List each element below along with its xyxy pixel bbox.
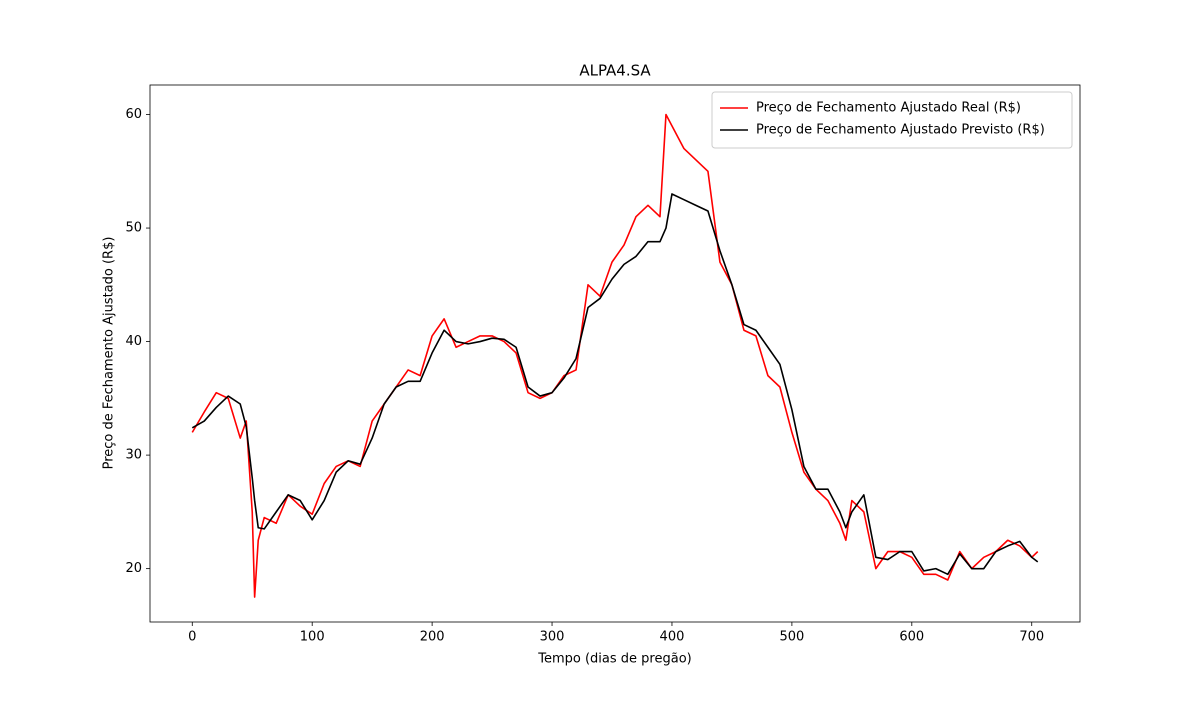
x-tick-label: 500 [779,630,804,645]
x-axis-label: Tempo (dias de pregão) [537,652,691,667]
x-tick-label: 300 [540,630,565,645]
plot-frame [149,84,1081,623]
y-tick-label: 30 [125,448,142,463]
x-tick-label: 200 [420,630,445,645]
legend-label: Preço de Fechamento Ajustado Previsto (R… [756,123,1045,138]
y-tick-label: 20 [125,561,142,576]
y-tick-label: 50 [125,221,142,236]
legend-box [711,91,1073,149]
legend: Preço de Fechamento Ajustado Real (R$) Pr… [711,91,1073,149]
y-tick-label: 40 [125,334,142,349]
x-tick-label: 600 [899,630,924,645]
line-series [191,193,1039,576]
x-tick-label: 100 [300,630,325,645]
line-series [191,113,1039,598]
x-tick-label: 700 [1019,630,1044,645]
x-tick-label: 0 [188,630,196,645]
y-tick-label: 60 [125,107,142,122]
y-axis-label: Preço de Fechamento Ajustado (R$) [102,237,117,470]
chart-title: ALPA4.SA [579,62,651,80]
legend-label: Preço de Fechamento Ajustado Real (R$) [756,101,1021,116]
x-tick-label: 400 [660,630,685,645]
